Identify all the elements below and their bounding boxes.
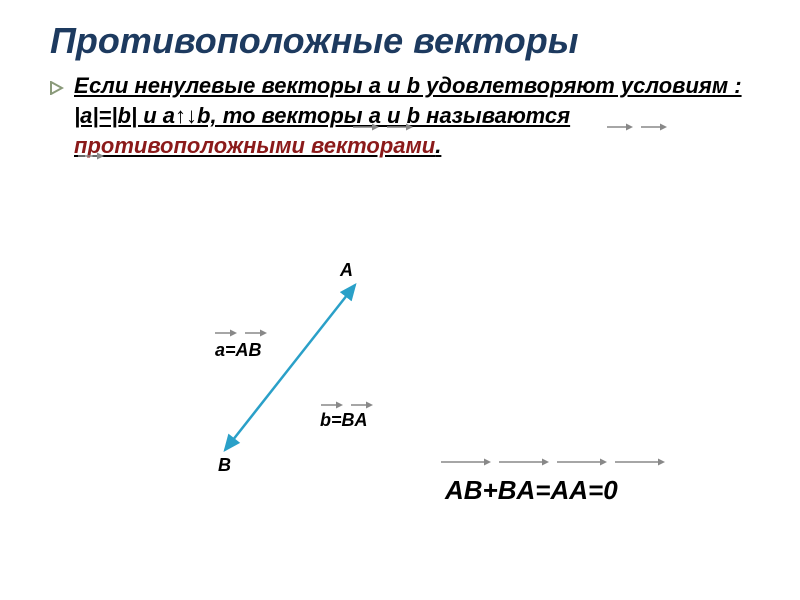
formula: AB+BA=AA=0 <box>445 475 618 506</box>
vector-line <box>0 260 800 580</box>
body-block: Если ненулевые векторы a и b удовлетворя… <box>50 71 750 160</box>
label-a-point: A <box>340 260 353 281</box>
slide-title: Противоположные векторы <box>50 20 750 61</box>
body-dot: . <box>435 133 441 158</box>
body-text: Если ненулевые векторы a и b удовлетворя… <box>74 71 750 160</box>
diagram: A B a=AB b=BA AB+BA=AA=0 <box>0 260 800 580</box>
title-text: Противоположные векторы <box>50 20 579 61</box>
bullet-icon <box>50 81 64 95</box>
slide: Противоположные векторы Если ненулевые в… <box>0 0 800 600</box>
label-b-point: B <box>218 455 231 476</box>
label-a-eq-ab: a=AB <box>215 340 262 361</box>
